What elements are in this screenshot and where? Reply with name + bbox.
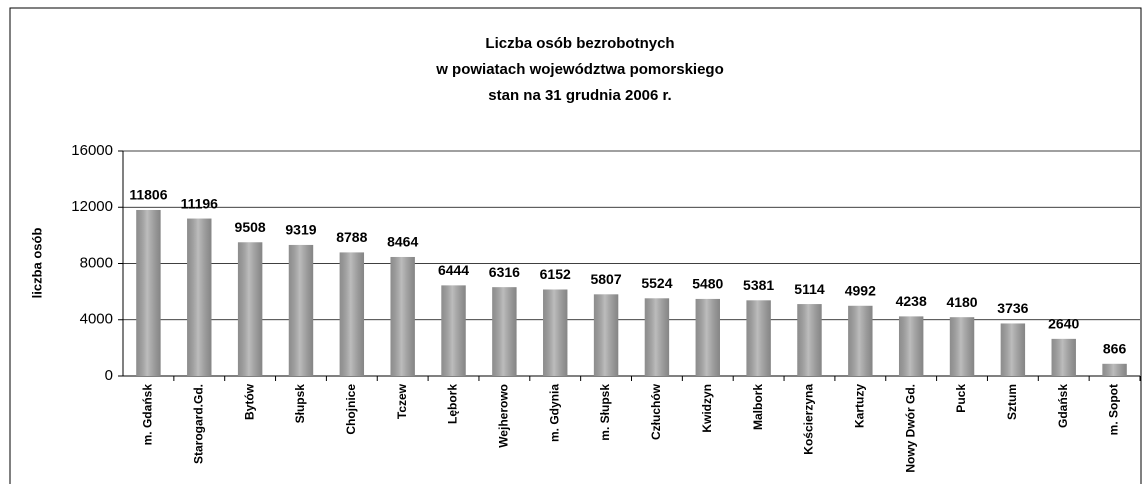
y-axis-label: liczba osób <box>29 228 44 299</box>
x-tick-label: Kartuzy <box>852 384 866 428</box>
chart-title: Liczba osób bezrobotnych <box>485 35 674 52</box>
bar-shade <box>237 242 263 376</box>
value-label: 2640 <box>1048 316 1079 332</box>
x-tick-label: Tczew <box>395 383 409 419</box>
value-label: 9319 <box>285 222 316 238</box>
x-tick-label: Kościerzyna <box>802 384 816 455</box>
chart-title: w powiatach województwa pomorskiego <box>435 61 724 78</box>
y-tick-label: 12000 <box>71 198 113 215</box>
chart-title: stan na 31 grudnia 2006 r. <box>488 87 671 104</box>
value-label: 6444 <box>438 262 469 278</box>
x-tick-label: Gdańsk <box>1056 384 1070 428</box>
x-tick-label: Kwidzyn <box>700 384 714 433</box>
x-tick-label: Starogard.Gd. <box>191 384 205 464</box>
bar-shade <box>695 298 720 376</box>
value-label: 11806 <box>129 187 167 203</box>
value-label: 5524 <box>641 275 672 291</box>
bar-shade <box>288 244 314 376</box>
value-label: 5114 <box>794 281 825 297</box>
x-tick-label: m. Gdańsk <box>141 384 155 446</box>
x-tick-label: Malbork <box>751 384 765 430</box>
bar-shade <box>593 294 619 376</box>
bar-shade <box>339 252 365 376</box>
bar-shade <box>441 285 466 376</box>
x-tick-label: m. Słupsk <box>598 384 612 441</box>
x-tick-label: Bytów <box>242 383 256 420</box>
x-tick-label: m. Gdynia <box>547 384 561 442</box>
bar-shade <box>1051 338 1076 376</box>
value-label: 5480 <box>692 276 723 292</box>
value-label: 4238 <box>896 293 927 309</box>
bar-shade <box>390 256 415 376</box>
x-tick-label: Puck <box>954 384 968 413</box>
bar-shade <box>1102 363 1127 376</box>
x-tick-label: Słupsk <box>293 384 307 424</box>
value-label: 11196 <box>181 195 219 211</box>
y-tick-label: 16000 <box>71 142 113 159</box>
value-label: 8788 <box>336 229 367 245</box>
value-label: 6152 <box>540 266 571 282</box>
x-tick-label: Nowy Dwór Gd. <box>903 384 917 473</box>
bar-shade <box>1000 323 1026 376</box>
x-tick-label: Sztum <box>1005 384 1019 420</box>
bar-shade <box>187 218 212 376</box>
bar-shade <box>492 287 517 376</box>
x-tick-label: Chojnice <box>344 384 358 435</box>
bar-shade <box>848 305 873 376</box>
y-tick-label: 8000 <box>80 254 113 271</box>
value-label: 3736 <box>997 300 1028 316</box>
value-label: 4992 <box>845 283 876 299</box>
bar-shade <box>543 289 568 376</box>
bar-shade <box>797 304 822 376</box>
x-tick-label: Człuchów <box>649 383 663 440</box>
x-tick-label: Wejherowo <box>497 384 511 448</box>
chart-frame <box>9 7 1142 484</box>
value-label: 6316 <box>489 264 520 280</box>
value-label: 5807 <box>590 271 621 287</box>
value-label: 866 <box>1103 341 1127 357</box>
bar-shade <box>949 317 975 376</box>
value-label: 4180 <box>946 294 977 310</box>
x-tick-label: Lębork <box>446 384 460 424</box>
value-label: 8464 <box>387 234 418 250</box>
x-tick-label: m. Sopot <box>1107 384 1121 435</box>
value-label: 5381 <box>743 277 774 293</box>
bar-shade <box>746 300 771 376</box>
value-label: 9508 <box>235 219 266 235</box>
bar-shade <box>898 316 924 376</box>
bar-shade <box>136 209 161 376</box>
y-tick-label: 4000 <box>80 311 113 328</box>
y-tick-label: 0 <box>105 367 113 384</box>
bar-shade <box>644 298 670 376</box>
